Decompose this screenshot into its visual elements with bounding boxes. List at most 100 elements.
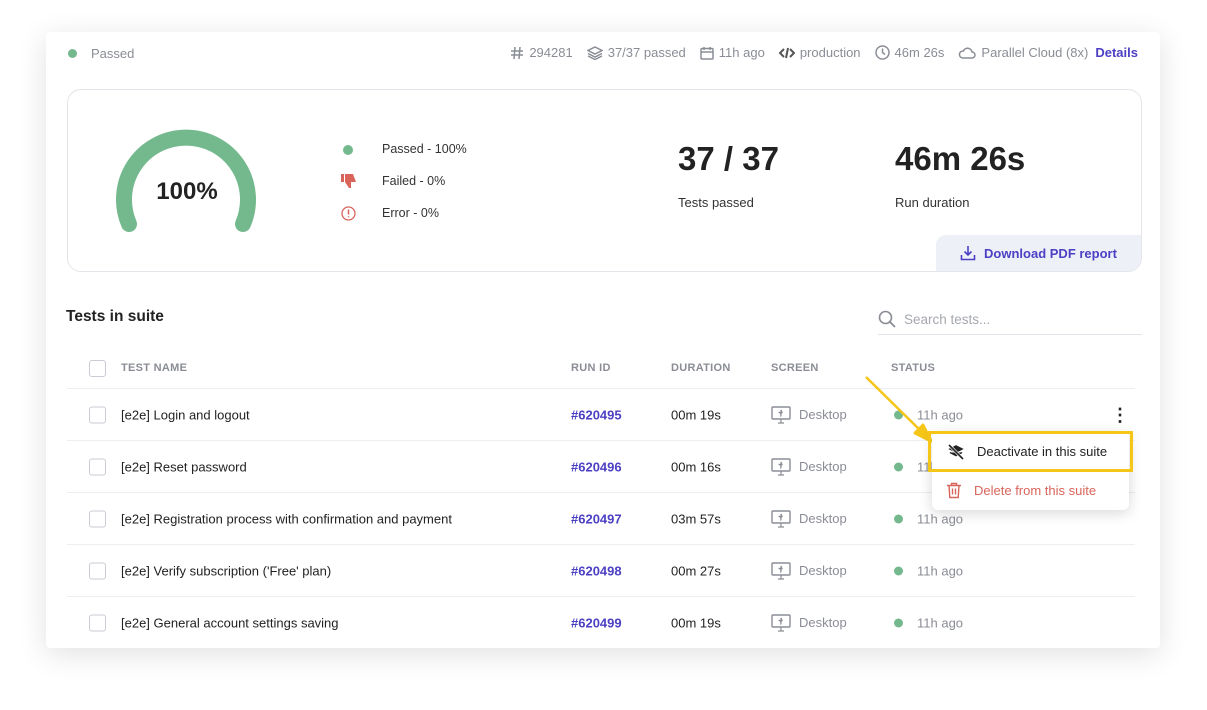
run-duration-value: 46m 26s	[895, 140, 1026, 177]
table-row[interactable]: [e2e] Verify subscription ('Free' plan) …	[67, 544, 1135, 596]
row-checkbox[interactable]	[89, 562, 106, 579]
desktop-icon	[771, 509, 791, 528]
test-duration: 03m 57s	[671, 511, 721, 526]
delete-label: Delete from this suite	[974, 483, 1097, 498]
col-test-name[interactable]: TEST NAME	[121, 362, 188, 374]
legend-passed: Passed - 100%	[343, 142, 467, 156]
status-time: 11h ago	[917, 615, 964, 630]
tests-passed-label: Tests passed	[678, 195, 754, 210]
thumbs-down-icon	[341, 174, 356, 188]
test-name[interactable]: [e2e] Login and logout	[121, 407, 250, 422]
test-duration: 00m 16s	[671, 459, 721, 474]
run-status: Passed	[68, 46, 134, 61]
run-id-link[interactable]: #620496	[571, 459, 622, 474]
run-id-link[interactable]: #620498	[571, 563, 622, 578]
search-icon	[878, 310, 896, 328]
tests-passed-value: 37 / 37	[678, 140, 779, 177]
status-time: 11h ago	[917, 407, 964, 422]
table-row[interactable]: [e2e] General account settings saving #6…	[67, 596, 1135, 648]
run-duration-label: Run duration	[895, 195, 970, 210]
duration-text: 46m 26s	[894, 45, 945, 60]
tests-count: 37/37 passed	[586, 45, 686, 60]
row-context-menu: Deactivate in this suite Delete from thi…	[928, 431, 1133, 510]
runner: Parallel Cloud (8x) Details	[958, 45, 1138, 60]
screen-label: Desktop	[799, 407, 847, 422]
screen: Desktop	[771, 613, 847, 632]
run-id-link[interactable]: #620499	[571, 615, 622, 630]
col-run-id[interactable]: RUN ID	[571, 362, 611, 374]
delete-from-suite-item[interactable]: Delete from this suite	[932, 471, 1129, 510]
test-duration: 00m 19s	[671, 407, 721, 422]
test-name[interactable]: [e2e] Registration process with confirma…	[121, 511, 452, 526]
environment: production	[778, 45, 861, 60]
test-status: 11h ago	[894, 615, 963, 630]
run-id-link[interactable]: #620497	[571, 511, 622, 526]
gauge-arc	[116, 129, 256, 232]
test-name[interactable]: [e2e] General account settings saving	[121, 615, 339, 630]
col-status[interactable]: STATUS	[891, 362, 936, 374]
col-duration[interactable]: DURATION	[671, 362, 731, 374]
status-time: 11h ago	[917, 563, 964, 578]
screen-label: Desktop	[799, 459, 847, 474]
details-link[interactable]: Details	[1095, 45, 1138, 60]
gauge-value: 100%	[156, 178, 218, 205]
pass-rate-gauge	[116, 129, 256, 232]
environment-text: production	[799, 45, 861, 60]
desktop-icon	[771, 613, 791, 632]
table-row[interactable]: [e2e] Registration process with confirma…	[67, 492, 1135, 544]
calendar-icon	[700, 46, 714, 60]
screen: Desktop	[771, 457, 847, 476]
screen: Desktop	[771, 405, 847, 424]
trash-icon	[947, 482, 961, 499]
suite-title: Tests in suite	[66, 308, 164, 325]
screen: Desktop	[771, 509, 847, 528]
row-checkbox[interactable]	[89, 458, 106, 475]
code-icon	[778, 47, 795, 58]
legend-failed: Failed - 0%	[341, 174, 445, 188]
clock-icon	[874, 45, 890, 60]
test-name[interactable]: [e2e] Reset password	[121, 459, 247, 474]
search-tests-input[interactable]: Search tests...	[878, 304, 1142, 335]
deactivate-in-suite-item[interactable]: Deactivate in this suite	[928, 431, 1133, 472]
duration: 46m 26s	[874, 45, 945, 60]
row-checkbox[interactable]	[89, 614, 106, 631]
run-time-text: 11h ago	[718, 45, 765, 60]
passed-dot-icon	[894, 410, 903, 419]
more-options-icon[interactable]: ⋮	[1111, 404, 1129, 425]
desktop-icon	[771, 561, 791, 580]
passed-dot-icon	[894, 566, 903, 575]
screen-label: Desktop	[799, 563, 847, 578]
select-all-checkbox[interactable]	[89, 360, 106, 377]
layers-icon	[586, 45, 603, 60]
test-status: 11h ago	[894, 407, 963, 422]
tests-count-text: 37/37 passed	[607, 45, 686, 60]
test-status: 11h ago	[894, 511, 963, 526]
col-screen[interactable]: SCREEN	[771, 362, 819, 374]
error-icon	[341, 206, 356, 221]
test-run-card: Passed 294281 37/37 passed 11h ago produ…	[46, 32, 1160, 648]
table-row[interactable]: [e2e] Login and logout #620495 00m 19s D…	[67, 388, 1135, 440]
legend-failed-label: Failed - 0%	[382, 174, 446, 188]
run-id-link[interactable]: #620495	[571, 407, 622, 422]
run-time: 11h ago	[700, 45, 765, 60]
download-pdf-button[interactable]: Download PDF report	[936, 235, 1141, 271]
build-number-text: 294281	[529, 45, 573, 60]
legend-passed-label: Passed - 100%	[382, 142, 467, 156]
screen-label: Desktop	[799, 511, 847, 526]
download-icon	[960, 246, 976, 261]
desktop-icon	[771, 405, 791, 424]
row-checkbox[interactable]	[89, 406, 106, 423]
test-duration: 00m 19s	[671, 615, 721, 630]
deactivate-label: Deactivate in this suite	[977, 444, 1108, 459]
screen-label: Desktop	[799, 615, 847, 630]
runner-text: Parallel Cloud (8x)	[981, 45, 1089, 60]
legend-error-label: Error - 0%	[382, 206, 439, 220]
row-checkbox[interactable]	[89, 510, 106, 527]
passed-dot-icon	[894, 514, 903, 523]
summary-panel: 100% Passed - 100% Failed - 0% Error - 0…	[67, 89, 1142, 272]
table-header: TEST NAME RUN ID DURATION SCREEN STATUS	[67, 342, 1135, 388]
deactivate-icon	[947, 443, 965, 460]
test-name[interactable]: [e2e] Verify subscription ('Free' plan)	[121, 563, 332, 578]
run-status-label: Passed	[91, 46, 135, 61]
passed-dot-icon	[343, 145, 353, 155]
